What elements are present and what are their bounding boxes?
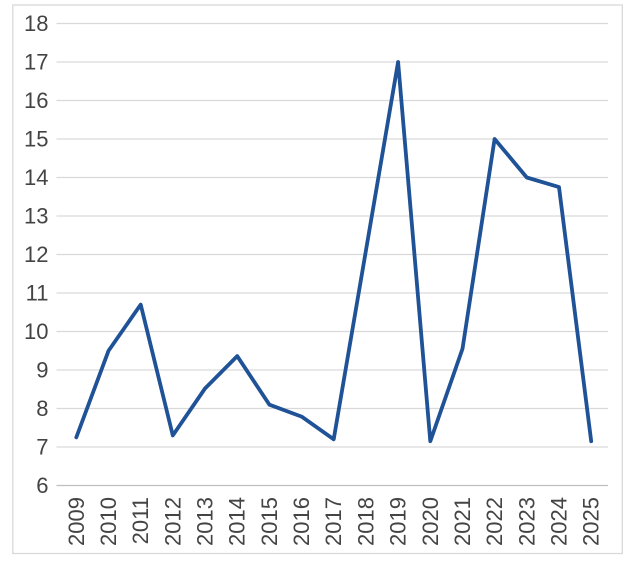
svg-text:18: 18 (24, 11, 48, 36)
svg-text:12: 12 (24, 242, 48, 267)
svg-text:2012: 2012 (160, 497, 185, 546)
svg-text:2017: 2017 (321, 497, 346, 546)
svg-text:2019: 2019 (386, 497, 411, 546)
svg-text:14: 14 (24, 165, 48, 190)
svg-text:2015: 2015 (257, 497, 282, 546)
svg-text:7: 7 (36, 435, 48, 460)
svg-text:16: 16 (24, 88, 48, 113)
svg-text:2022: 2022 (482, 497, 507, 546)
svg-text:2009: 2009 (64, 497, 89, 546)
svg-text:10: 10 (24, 319, 48, 344)
svg-text:2020: 2020 (418, 497, 443, 546)
svg-text:2025: 2025 (579, 497, 604, 546)
svg-text:6: 6 (36, 473, 48, 498)
svg-text:2014: 2014 (225, 497, 250, 546)
svg-text:17: 17 (24, 50, 48, 75)
svg-text:11: 11 (26, 281, 49, 306)
svg-text:2024: 2024 (547, 497, 572, 546)
svg-text:8: 8 (36, 396, 48, 421)
svg-text:9: 9 (36, 358, 48, 383)
svg-text:13: 13 (24, 204, 48, 229)
svg-text:15: 15 (24, 127, 48, 152)
svg-text:2011: 2011 (128, 497, 153, 544)
svg-text:2023: 2023 (514, 497, 539, 546)
svg-text:2018: 2018 (353, 497, 378, 546)
svg-text:2016: 2016 (289, 497, 314, 546)
svg-text:2010: 2010 (96, 497, 121, 546)
svg-text:2013: 2013 (193, 497, 218, 546)
svg-text:2021: 2021 (450, 497, 475, 546)
